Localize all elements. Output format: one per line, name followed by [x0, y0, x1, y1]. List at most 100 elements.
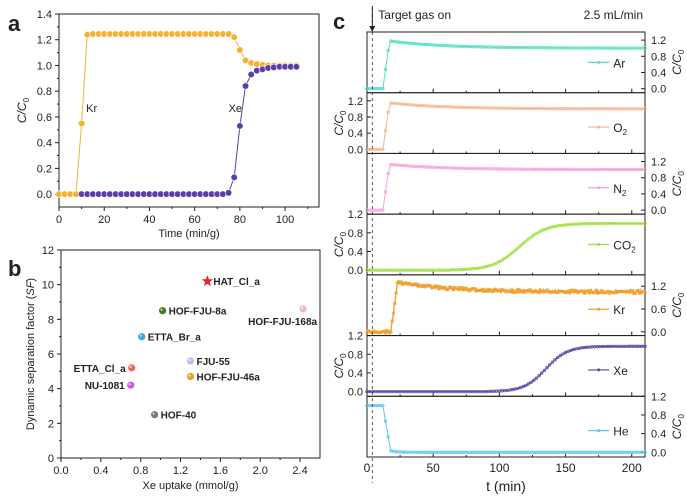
legend-label: CO2 — [613, 239, 636, 255]
data-point — [563, 291, 568, 295]
data-point — [413, 282, 417, 286]
y-tick-label: 1.2 — [37, 35, 52, 47]
subplot-xe: 0.0 0.4 0.8 1.2C/C0 Xe — [332, 331, 647, 399]
y-axis-label: C/C0 — [332, 231, 348, 257]
y-axis-label: C/C0 — [670, 171, 686, 197]
data-point — [503, 256, 507, 261]
y-tick-label: 1.2 — [348, 209, 363, 221]
data-point — [561, 290, 565, 294]
marker-highlight — [128, 383, 131, 386]
y-tick-label: 0.8 — [651, 51, 666, 63]
data-point — [634, 291, 638, 295]
legend-marker — [597, 186, 601, 190]
data-point — [500, 258, 504, 262]
y-tick-label: 0.0 — [651, 205, 666, 217]
x-tick-label: 20 — [98, 214, 110, 226]
data-point — [524, 239, 528, 243]
data-point — [567, 291, 572, 295]
data-point-kr — [224, 30, 233, 38]
data-point — [472, 286, 476, 291]
x-tick-label: 100 — [276, 214, 294, 226]
data-point — [389, 330, 393, 334]
data-point — [492, 262, 496, 266]
data-point — [534, 376, 539, 380]
y-tick-label: 1.2 — [651, 281, 666, 293]
marker-highlight — [139, 334, 142, 337]
series-annotation: Kr — [86, 103, 97, 115]
data-point — [582, 291, 586, 295]
x-tick-label: 150 — [556, 461, 576, 475]
data-point — [508, 253, 512, 257]
y-tick-label: 0.2 — [37, 163, 52, 175]
data-point — [542, 227, 547, 232]
data-point — [386, 48, 390, 53]
y-tick-label: 1.2 — [651, 391, 666, 403]
data-point — [497, 260, 502, 264]
x-tick-label: 60 — [189, 214, 201, 226]
marker-highlight — [300, 306, 304, 310]
data-point-xe — [236, 122, 244, 130]
y-tick-label: 0.8 — [348, 112, 363, 124]
panel-label-b: b — [8, 256, 21, 281]
data-point — [505, 255, 509, 259]
data-point — [542, 368, 547, 372]
x-tick-label: 2.0 — [253, 465, 268, 477]
data-point — [569, 288, 573, 292]
series-line-xe — [81, 66, 297, 195]
y-tick-label: 0.0 — [348, 144, 363, 156]
subplot-he: 0.0 0.4 0.8 1.2 C/C0 He — [365, 391, 686, 459]
data-point — [555, 355, 560, 360]
point-label: NU-1081 — [85, 381, 125, 392]
data-point — [512, 290, 516, 294]
data-point — [383, 190, 388, 194]
y-tick-label: 0.0 — [348, 387, 363, 399]
data-point — [643, 221, 647, 226]
data-point — [496, 288, 500, 292]
data-point-etta-br-a — [138, 333, 146, 341]
arrow-down-icon — [369, 26, 376, 32]
legend-marker — [597, 429, 601, 433]
data-point — [553, 358, 557, 362]
data-point — [534, 231, 539, 236]
point-label: HOF-FJU-8a — [169, 307, 227, 318]
y-tick-label: 1.4 — [37, 9, 52, 21]
data-point — [643, 46, 647, 50]
data-point — [386, 435, 390, 439]
point-label: ETTA_Cl_a — [74, 364, 126, 375]
data-point — [379, 330, 384, 334]
data-point — [381, 403, 385, 408]
data-point — [518, 385, 523, 390]
data-point — [532, 378, 536, 382]
data-point — [635, 289, 639, 293]
subplot-o2: 0.0 0.4 0.8 1.2C/C0 O2 — [332, 92, 647, 156]
panel-b-chart: 0.0 0.4 0.8 1.2 1.6 2.0 2.4 0 2 4 6 8 10 12 Xe uptake … — [25, 245, 321, 492]
data-point-kr — [230, 33, 238, 41]
data-point — [436, 287, 441, 291]
legend-label: Kr — [613, 303, 625, 317]
y-tick-label: 6 — [48, 349, 54, 361]
panel-label-a: a — [8, 11, 21, 36]
y-axis-label: C/C0 — [15, 97, 31, 123]
x-tick-label: 1.2 — [173, 465, 188, 477]
y-tick-label: 0.8 — [37, 86, 52, 98]
data-point — [537, 230, 541, 234]
x-tick-label: 1.6 — [213, 465, 228, 477]
data-point — [381, 87, 385, 91]
y-axis-label: C/C0 — [332, 353, 348, 379]
data-point-hof-fju-168a — [299, 305, 307, 313]
data-point-nu-1081 — [127, 381, 135, 389]
data-point-kr — [236, 46, 244, 54]
y-tick-label: 0.4 — [651, 429, 666, 441]
subplot-frame — [366, 152, 646, 215]
data-point — [636, 288, 641, 293]
series-line-kr — [366, 280, 646, 335]
subplot-co2: 0.0 0.4 0.8 1.2C/C0 CO2 — [332, 209, 647, 277]
x-tick-label: 0.4 — [93, 465, 108, 477]
data-point — [495, 261, 499, 265]
legend-marker — [597, 307, 601, 311]
data-point — [390, 319, 394, 323]
data-point — [643, 450, 647, 454]
legend-label: He — [613, 425, 629, 439]
legend-label: Xe — [613, 364, 628, 378]
